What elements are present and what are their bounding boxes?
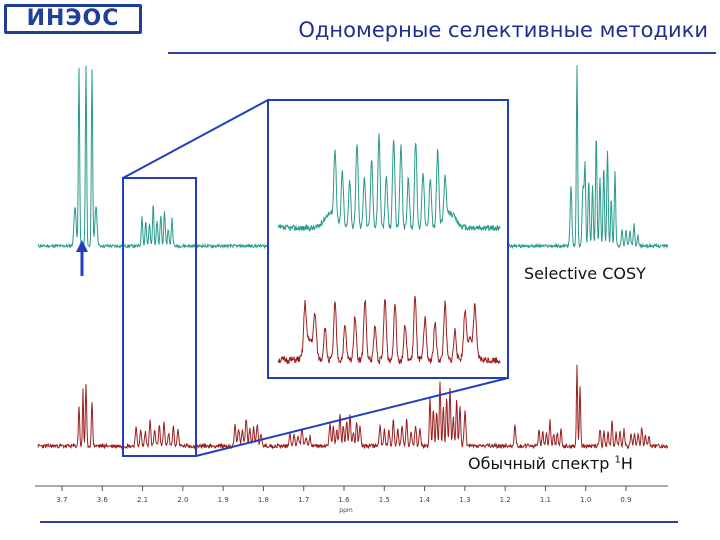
zoom-connector-top — [122, 99, 269, 179]
x-tick-label: 0.9 — [620, 496, 631, 504]
nucleus-symbol: H — [620, 454, 633, 473]
proton-spectrum-series — [37, 364, 669, 450]
x-axis-label: ppm — [339, 507, 353, 514]
x-tick-label: 1.1 — [540, 496, 551, 504]
proton-spectrum-text: Обычный спектр — [468, 454, 615, 473]
isotope-number: 1 — [614, 454, 621, 466]
zoom-frame — [267, 99, 509, 379]
slide-title: Одномерные селективные методики — [298, 18, 708, 42]
proton-spectrum-label: Обычный спектр 1H — [468, 454, 633, 473]
x-tick-label: 1.8 — [258, 496, 269, 504]
x-tick-label: 1.2 — [500, 496, 511, 504]
inəos-logo: ИНЭОС — [4, 4, 142, 34]
cosy-zoom-series — [277, 133, 501, 232]
x-tick-label: 1.9 — [218, 496, 229, 504]
proton-zoom-series — [277, 295, 501, 365]
x-tick-label: 3.7 — [56, 496, 67, 504]
x-tick-label: 1.0 — [580, 496, 591, 504]
logo-text: ИНЭОС — [26, 6, 120, 31]
title-divider — [168, 52, 716, 54]
x-tick-label: 3.6 — [97, 496, 109, 504]
x-tick-label: 1.7 — [298, 496, 309, 504]
x-tick-label: 1.4 — [419, 496, 431, 504]
x-tick-label: 2.0 — [177, 496, 188, 504]
selection-frame — [122, 177, 197, 457]
selective-cosy-label: Selective COSY — [524, 264, 646, 283]
x-tick-label: 1.6 — [338, 496, 350, 504]
x-tick-label: 1.5 — [379, 496, 390, 504]
zoom-connector-bottom — [195, 377, 509, 457]
bottom-divider — [40, 521, 678, 523]
x-tick-label: 1.3 — [459, 496, 470, 504]
excitation-arrow-icon — [76, 240, 88, 276]
x-tick-label: 2.1 — [137, 496, 148, 504]
